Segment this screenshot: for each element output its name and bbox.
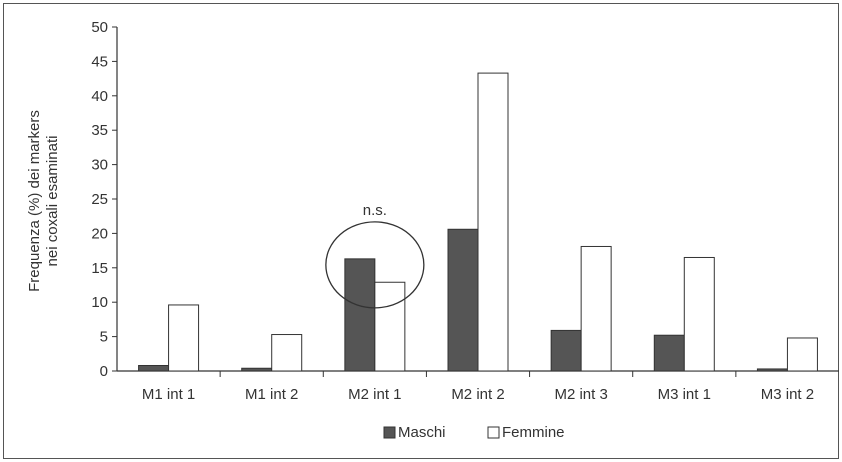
bar-maschi-m2-int-1 xyxy=(344,258,376,372)
bar-maschi-m1-int-1 xyxy=(138,364,170,372)
y-tick-label: 20 xyxy=(91,225,108,242)
annotation-circle xyxy=(325,221,425,309)
bar-maschi-m2-int-2 xyxy=(447,228,479,372)
bar-femmine-m1-int-1 xyxy=(168,304,200,372)
y-tick-label: 5 xyxy=(100,329,108,346)
x-tick-label: M1 int 2 xyxy=(245,386,298,403)
bar-femmine-m2-int-2 xyxy=(477,72,509,372)
x-tick-label: M3 int 2 xyxy=(761,386,814,403)
y-tick-label: 50 xyxy=(91,19,108,36)
legend-swatch-femmine xyxy=(487,426,500,439)
bar-femmine-m1-int-2 xyxy=(271,334,303,372)
y-tick-label: 10 xyxy=(91,294,108,311)
y-tick-label: 25 xyxy=(91,191,108,208)
bar-femmine-m3-int-1 xyxy=(683,256,715,372)
bar-maschi-m3-int-1 xyxy=(653,334,685,372)
x-tick-label: M2 int 1 xyxy=(348,386,401,403)
bar-maschi-m1-int-2 xyxy=(241,367,273,372)
bar-maschi-m2-int-3 xyxy=(550,329,582,372)
bar-femmine-m2-int-3 xyxy=(580,245,612,372)
bar-maschi-m3-int-2 xyxy=(756,368,788,372)
y-tick-label: 40 xyxy=(91,88,108,105)
y-tick-label: 45 xyxy=(91,53,108,70)
annotation-label: n.s. xyxy=(363,202,387,219)
y-tick-label: 35 xyxy=(91,122,108,139)
bar-chart: Frequenza (%) dei markers nei coxali esa… xyxy=(26,19,839,441)
x-tick-label: M2 int 3 xyxy=(554,386,607,403)
y-axis-label-line1: Frequenza (%) dei markers xyxy=(26,110,43,292)
y-axis-label: Frequenza (%) dei markers nei coxali esa… xyxy=(26,110,61,292)
y-tick-label: 0 xyxy=(100,363,108,380)
legend-label-femmine: Femmine xyxy=(502,424,565,441)
y-tick-label: 15 xyxy=(91,260,108,277)
y-axis-label-line2: nei coxali esaminati xyxy=(44,136,61,267)
y-tick-label: 30 xyxy=(91,157,108,174)
legend-swatch-maschi xyxy=(383,426,396,439)
bar-femmine-m3-int-2 xyxy=(786,337,818,372)
legend: Maschi Femmine xyxy=(383,424,565,441)
bar-femmine-m2-int-1 xyxy=(374,281,406,372)
legend-label-maschi: Maschi xyxy=(398,424,446,441)
x-tick-label: M2 int 2 xyxy=(451,386,504,403)
plot-area: 0 5 10 15 20 25 30 35 40 45 50 M1 int 1 M1 int 2 M2 i… xyxy=(91,19,839,403)
chart-frame: Frequenza (%) dei markers nei coxali esa… xyxy=(3,3,839,459)
x-tick-label: M3 int 1 xyxy=(658,386,711,403)
x-tick-label: M1 int 1 xyxy=(142,386,195,403)
